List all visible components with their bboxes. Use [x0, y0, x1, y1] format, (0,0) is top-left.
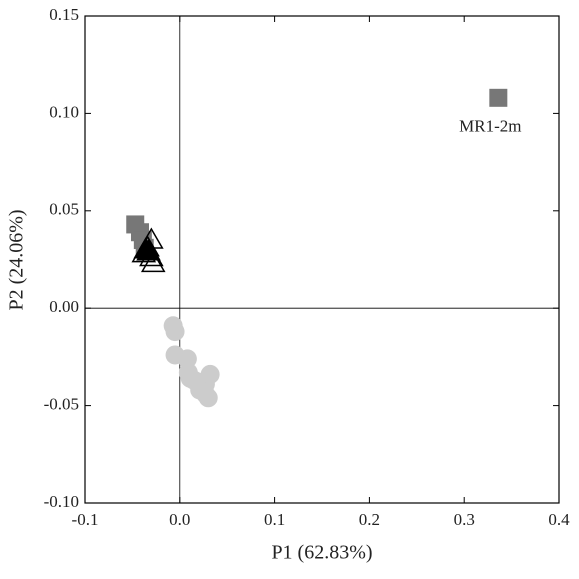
y-tick-label: 0.00 — [49, 297, 79, 316]
x-tick-label: 0.1 — [264, 510, 285, 529]
x-axis-label: P1 (62.83%) — [271, 542, 372, 564]
circle-point — [200, 364, 220, 384]
x-tick-label: 0.3 — [454, 510, 475, 529]
x-tick-label: 0.0 — [169, 510, 190, 529]
plot-frame — [84, 15, 560, 504]
circle-point — [165, 322, 185, 342]
x-tick-label: 0.4 — [548, 510, 570, 529]
x-tick-label: 0.2 — [359, 510, 380, 529]
circle-point — [180, 368, 200, 388]
y-tick-label: 0.15 — [49, 5, 79, 24]
y-tick-label: -0.10 — [44, 492, 79, 511]
circle-point — [177, 349, 197, 369]
annotation: MR1-2m — [459, 117, 521, 136]
y-tick-label: -0.05 — [44, 395, 79, 414]
square-point — [489, 88, 508, 107]
x-tick-label: -0.1 — [72, 510, 99, 529]
y-tick-label: 0.05 — [49, 200, 79, 219]
y-tick-label: 0.10 — [49, 102, 79, 121]
triangle-point — [136, 239, 161, 261]
y-axis-label: P2 (24.06%) — [6, 209, 28, 310]
